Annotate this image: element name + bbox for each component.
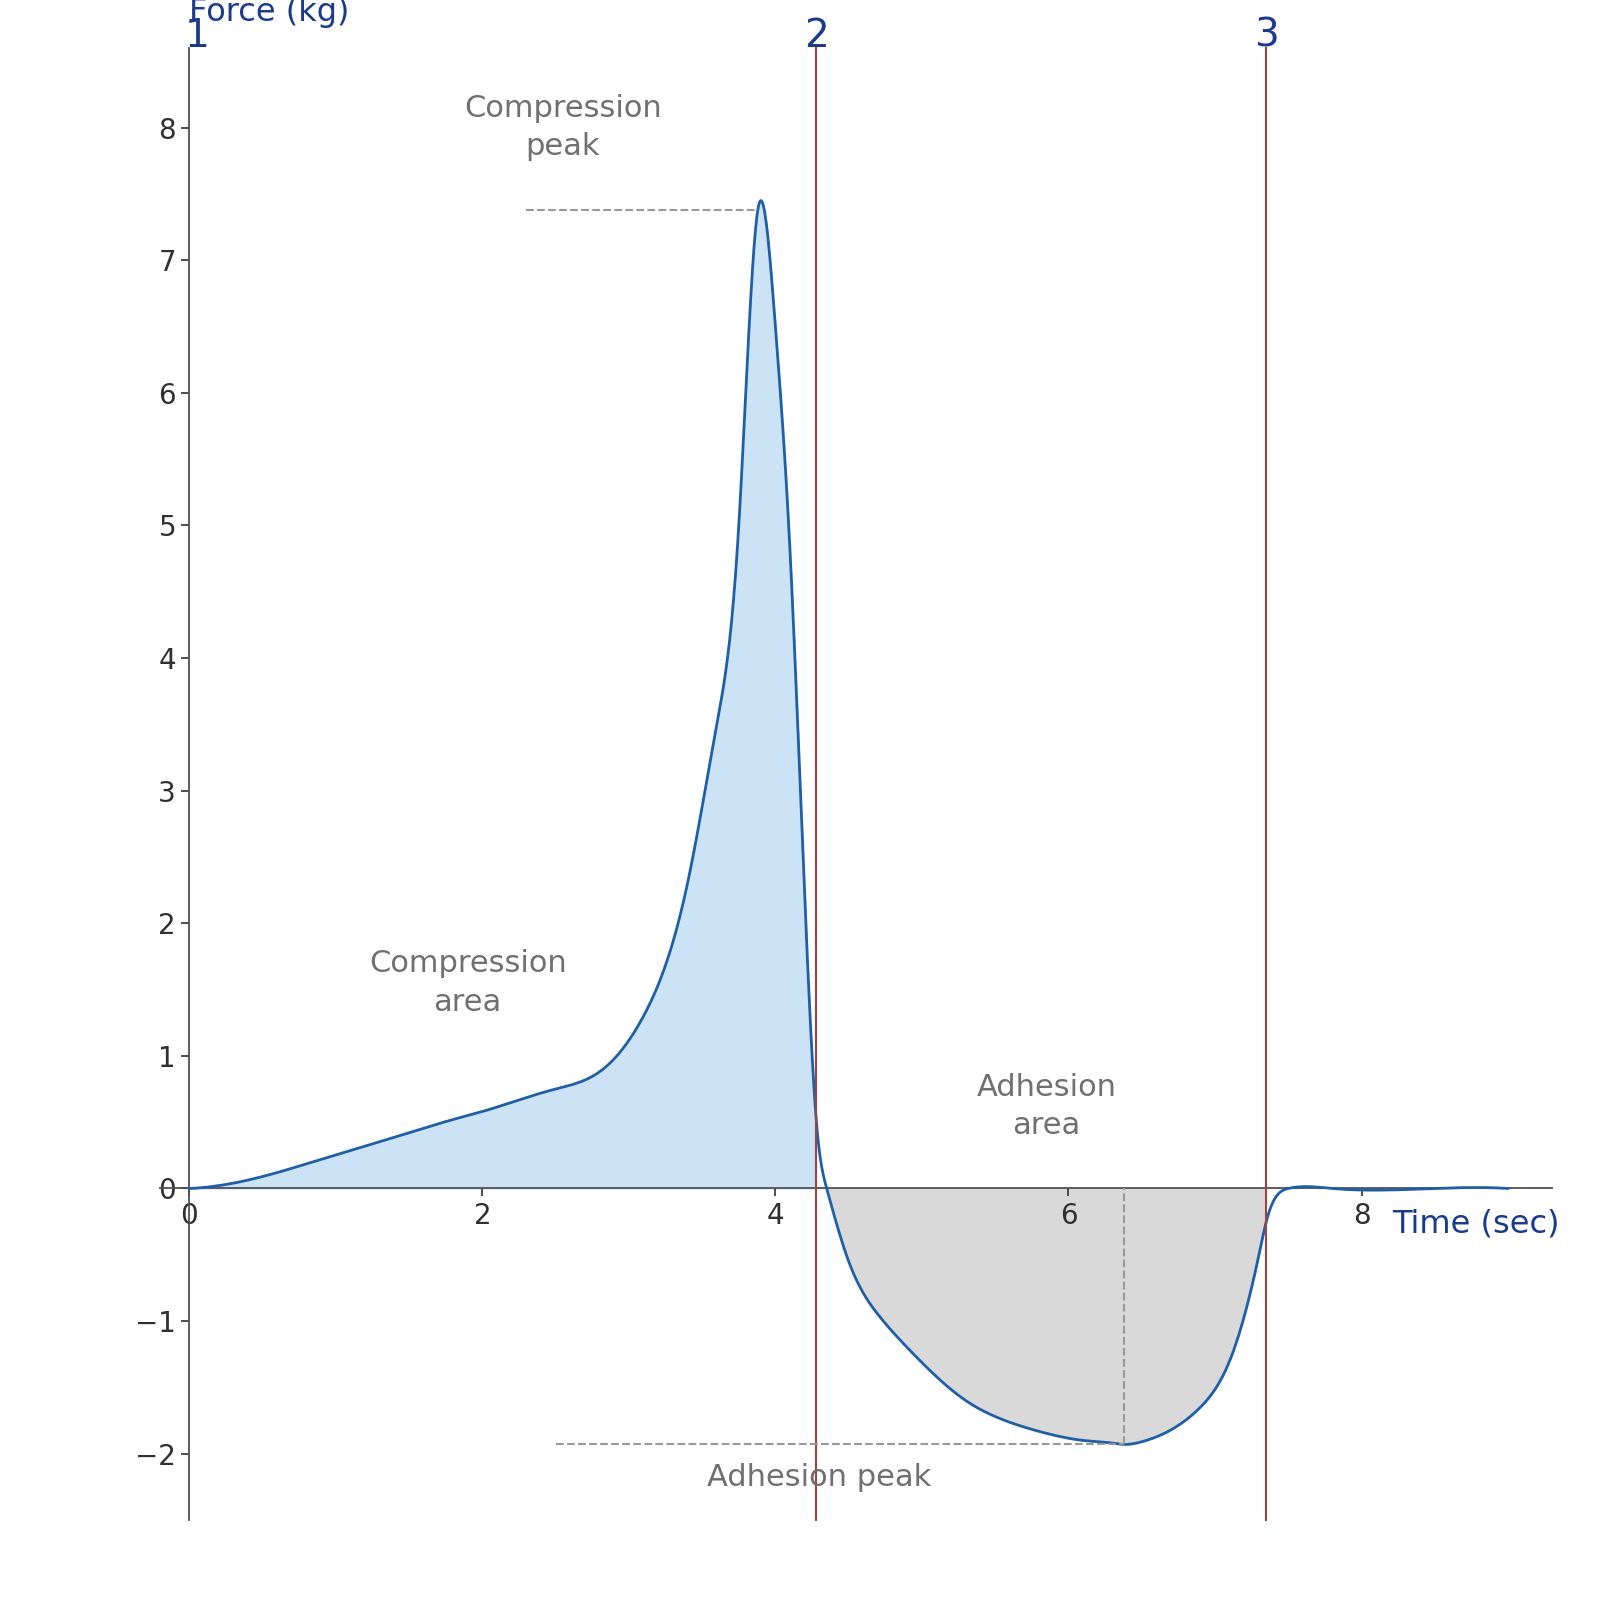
Text: 1: 1	[184, 16, 210, 54]
Text: Time (sec): Time (sec)	[1392, 1208, 1560, 1240]
Text: 3: 3	[1254, 16, 1278, 54]
Text: Adhesion peak: Adhesion peak	[707, 1462, 931, 1493]
Text: Force (kg): Force (kg)	[189, 0, 350, 29]
Text: Compression
peak: Compression peak	[464, 94, 662, 162]
Text: 2: 2	[805, 16, 829, 54]
Text: Compression
area: Compression area	[370, 949, 566, 1016]
Text: Adhesion
area: Adhesion area	[976, 1072, 1117, 1139]
